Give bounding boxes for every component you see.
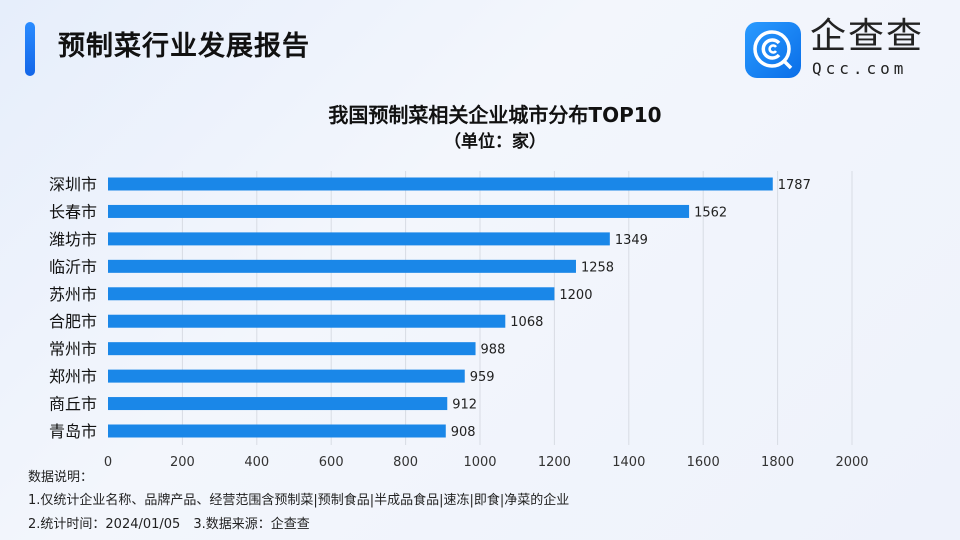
x-tick-label: 1800 (761, 455, 794, 470)
x-tick-label: 600 (319, 455, 344, 470)
y-category-label: 临沂市 (49, 257, 97, 276)
x-tick-label: 1400 (612, 455, 645, 470)
notes-line-2: 2.统计时间：2024/01/05 3.数据来源：企查查 (28, 517, 310, 532)
data-label: 1787 (778, 178, 811, 193)
x-tick-label: 2000 (835, 455, 868, 470)
y-category-label: 长春市 (49, 202, 97, 221)
bar (108, 342, 476, 356)
bar (108, 287, 555, 301)
data-label: 908 (451, 425, 476, 440)
data-label: 1200 (559, 288, 592, 303)
x-tick-label: 1600 (687, 455, 720, 470)
y-category-label: 苏州市 (49, 285, 97, 304)
bar (108, 259, 576, 273)
x-tick-label: 800 (393, 455, 418, 470)
data-label: 988 (481, 343, 506, 358)
data-label: 912 (452, 398, 477, 413)
x-tick-label: 1000 (463, 455, 496, 470)
bar (108, 369, 465, 383)
data-label: 1349 (615, 233, 648, 248)
data-label: 1562 (694, 205, 727, 220)
x-tick-label: 400 (244, 455, 269, 470)
x-tick-label: 200 (170, 455, 195, 470)
logo-text: 企查查 (810, 16, 925, 57)
bar (108, 424, 446, 438)
data-label: 1068 (510, 315, 543, 330)
page-title: 预制菜行业发展报告 (58, 31, 310, 62)
bar (108, 204, 690, 218)
x-tick-label: 0 (104, 455, 112, 470)
y-category-label: 深圳市 (49, 175, 97, 194)
bar (108, 177, 773, 191)
y-category-label: 常州市 (49, 340, 97, 359)
y-category-label: 郑州市 (49, 367, 97, 386)
notes-heading: 数据说明： (28, 470, 94, 485)
logo-domain: Qcc.com (812, 59, 908, 78)
data-label: 959 (470, 370, 495, 385)
y-category-label: 合肥市 (49, 312, 97, 331)
bar (108, 314, 506, 328)
y-category-label: 青岛市 (49, 422, 97, 441)
qcc-logo-icon (745, 22, 801, 78)
chart-title: 我国预制菜相关企业城市分布TOP10 (328, 103, 662, 127)
data-label: 1258 (581, 260, 614, 275)
bar (108, 232, 610, 246)
chart-subtitle: （单位：家） (444, 132, 546, 152)
y-category-label: 潍坊市 (49, 230, 97, 249)
y-category-label: 商丘市 (49, 395, 97, 414)
title-accent-bar (25, 22, 35, 76)
x-tick-label: 1200 (538, 455, 571, 470)
bar (108, 397, 448, 411)
notes-line-1: 1.仅统计企业名称、品牌产品、经营范围含预制菜|预制食品|半成品食品|速冻|即食… (28, 493, 570, 508)
